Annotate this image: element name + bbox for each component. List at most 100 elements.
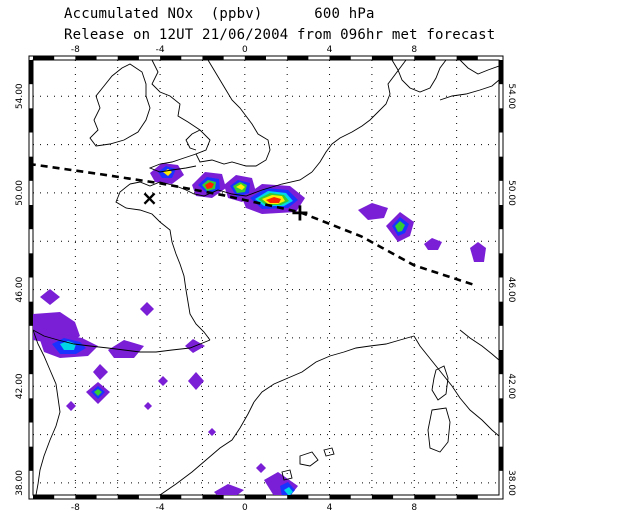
frame-tick xyxy=(244,56,266,60)
coast-brittany xyxy=(115,183,211,341)
coast-mallorca xyxy=(299,451,319,467)
coast-ireland xyxy=(89,63,151,147)
lon-tick-label: 4 xyxy=(327,503,333,512)
lon-tick-label: -4 xyxy=(156,503,165,512)
plume-dot-6 xyxy=(66,401,76,411)
lon-tick-label: -8 xyxy=(71,45,80,55)
lon-tick-label: 0 xyxy=(242,45,248,55)
plume-dot-4 xyxy=(158,376,168,386)
frame-tick xyxy=(499,301,503,326)
plume-alsace-c xyxy=(395,221,405,232)
lon-tick-label: -8 xyxy=(71,503,80,512)
coast-sweden xyxy=(459,60,499,75)
lat-tick-label: 38.00 xyxy=(506,470,516,496)
coast-med-france xyxy=(253,335,415,403)
plot-subtitle: Release on 12UT 21/06/2004 from 096hr me… xyxy=(64,27,496,43)
coast-cornwall xyxy=(148,153,197,173)
lat-tick-label: 46.00 xyxy=(506,277,516,303)
frame-tick xyxy=(29,60,33,85)
plume-biscay-1 xyxy=(40,289,60,305)
frame-tick xyxy=(202,56,224,60)
frame-tick xyxy=(244,495,266,499)
coast-france-north xyxy=(129,171,313,197)
frame-tick xyxy=(117,495,139,499)
frame-tick xyxy=(371,495,394,499)
plume-iberia-1-c xyxy=(94,389,102,396)
coast-iberia-north xyxy=(33,329,211,353)
plume-dot-3 xyxy=(93,364,108,380)
frame-tick xyxy=(499,205,503,230)
frame-tick xyxy=(287,495,309,499)
frame-tick xyxy=(29,205,33,230)
frame-tick xyxy=(499,446,503,471)
frame-tick xyxy=(33,56,55,60)
lat-tick-label: 46.00 xyxy=(15,276,25,302)
plume-main-f xyxy=(266,197,281,203)
lat-tick-label: 42.00 xyxy=(15,373,25,399)
frame-tick xyxy=(29,350,33,375)
frame-tick xyxy=(29,108,33,133)
coast-wales xyxy=(185,129,201,151)
frame-tick xyxy=(160,495,182,499)
plume-dot-7 xyxy=(144,402,152,410)
coast-med-spain xyxy=(159,401,255,495)
lat-tick-label: 42.00 xyxy=(506,373,516,399)
frame-tick xyxy=(329,495,351,499)
plume-channel-2-d xyxy=(205,182,214,189)
coast-great-britain xyxy=(151,60,271,167)
lon-tick-label: 8 xyxy=(411,503,417,512)
frame-tick xyxy=(371,56,394,60)
frame-tick xyxy=(499,108,503,133)
frame-tick xyxy=(499,253,503,278)
coast-ibiza xyxy=(281,469,293,481)
lat-tick-label: 38.00 xyxy=(15,470,25,496)
frame-tick xyxy=(33,495,55,499)
frame-tick-marks xyxy=(29,56,503,499)
frame-tick xyxy=(75,56,97,60)
plume-biscay-4 xyxy=(108,340,144,358)
plume-dot-9 xyxy=(256,463,266,473)
coast-italy xyxy=(413,335,499,437)
lon-tick-label: 0 xyxy=(242,503,248,512)
coast-iberia-west xyxy=(33,329,61,495)
plume-swiss-2 xyxy=(470,242,486,262)
frame-tick xyxy=(202,495,224,499)
end-marker: + xyxy=(290,198,310,226)
lon-labels-top: -8 -4 0 4 8 xyxy=(71,45,418,55)
frame-tick xyxy=(287,56,309,60)
plume-swiss-1 xyxy=(424,238,442,250)
frame-tick xyxy=(329,56,351,60)
frame-tick xyxy=(456,495,478,499)
plume-med-1 xyxy=(214,484,244,495)
frame-tick xyxy=(160,56,182,60)
lat-tick-label: 54.00 xyxy=(506,83,516,109)
plume-dot-5 xyxy=(188,372,204,390)
coast-sardinia xyxy=(427,407,451,453)
plume-channel-3-d xyxy=(236,184,245,190)
plume-dot-8 xyxy=(208,428,216,436)
lat-labels-right: 54.00 50.00 46.00 42.00 38.00 xyxy=(506,83,516,496)
coast-adriatic xyxy=(459,329,499,361)
frame-tick xyxy=(499,156,503,181)
plume-dot-1 xyxy=(140,302,154,316)
graticule xyxy=(33,60,499,495)
frame-tick xyxy=(117,56,139,60)
lat-labels-left: 54.00 50.00 46.00 42.00 38.00 xyxy=(15,83,25,496)
lat-tick-label: 50.00 xyxy=(506,180,516,206)
frame-tick xyxy=(29,301,33,326)
plume-belgium xyxy=(358,203,388,220)
frame-tick xyxy=(499,60,503,85)
coast-north-sea xyxy=(311,60,407,173)
coast-baltic xyxy=(439,79,499,101)
frame-tick xyxy=(499,398,503,423)
coastlines xyxy=(33,60,499,495)
frame-tick xyxy=(414,56,436,60)
frame-tick xyxy=(75,495,97,499)
frame-tick xyxy=(499,350,503,375)
lat-tick-label: 50.00 xyxy=(15,180,25,206)
lon-tick-label: 4 xyxy=(327,45,333,55)
frame-tick xyxy=(456,56,478,60)
plot-title: Accumulated NOx (ppbv) 600 hPa xyxy=(64,6,375,22)
lon-tick-label: -4 xyxy=(156,45,165,55)
